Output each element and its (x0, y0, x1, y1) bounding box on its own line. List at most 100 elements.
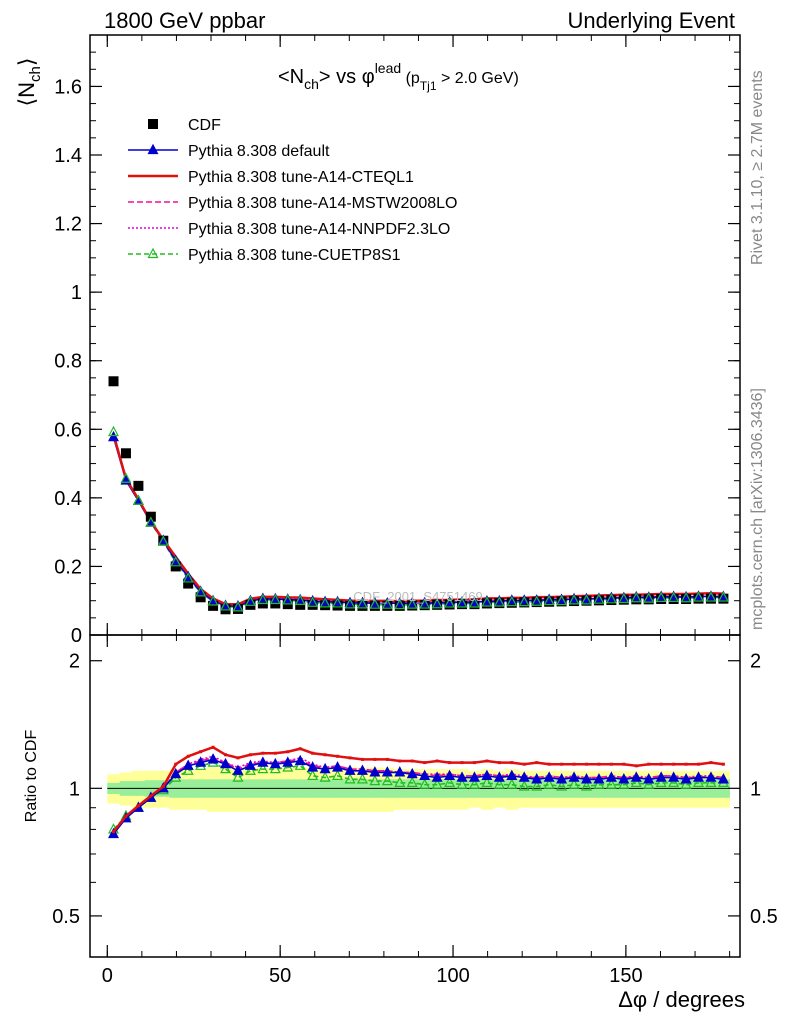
ratio-marker-0 (282, 756, 294, 767)
top-marker-4 (269, 593, 281, 605)
top-marker-4 (468, 597, 480, 608)
ratio-point-1 (286, 750, 290, 754)
top-ytick-label: 1.2 (54, 214, 82, 236)
ratio-marker-4 (593, 778, 605, 789)
ratio-marker-4 (680, 778, 692, 789)
top-marker-4 (444, 597, 456, 608)
ratio-point-1 (336, 754, 340, 758)
ratio-point-1 (721, 762, 725, 766)
ratio-marker-0 (468, 771, 480, 782)
top-marker-4 (232, 601, 244, 612)
top-ytick-label: 0.2 (54, 556, 82, 578)
top-marker-4 (145, 516, 157, 527)
ratio-marker-0 (344, 764, 356, 775)
top-marker-4 (120, 472, 132, 483)
ratio-point-1 (659, 762, 663, 766)
top-marker-4 (257, 593, 269, 605)
top-ytick-label: 1 (71, 282, 82, 304)
legend-label-5: Pythia 8.308 tune-CUETP8S1 (188, 247, 401, 264)
ratio-point-1 (672, 762, 676, 766)
ratio-point-1 (448, 761, 452, 765)
ratio-marker-4 (705, 776, 717, 787)
ratio-marker-0 (717, 773, 729, 784)
x-axis-label: Δφ / degrees (618, 987, 745, 1012)
top-marker-4 (543, 594, 555, 606)
ratio-series-lines (108, 745, 729, 839)
ratio-marker-4 (406, 776, 418, 787)
xtick-label: 100 (436, 965, 469, 987)
plot-title: <Nch> vs φlead (pTj1 > 2.0 GeV) (278, 60, 519, 93)
top-marker-4 (170, 556, 182, 567)
top-marker-4 (244, 595, 256, 606)
ratio-marker-0 (680, 773, 692, 784)
legend-label-4: Pythia 8.308 tune-A14-NNPDF2.3LO (188, 221, 450, 238)
top-marker-4 (394, 598, 406, 610)
ratio-point-1 (634, 764, 638, 768)
ratio-marker-0 (108, 827, 120, 839)
ratio-marker-0 (655, 771, 667, 782)
ratio-point-1 (124, 814, 128, 818)
ratio-marker-4 (182, 764, 194, 775)
top-marker-4 (568, 594, 580, 605)
ratio-point-1 (236, 756, 240, 760)
top-markers (108, 376, 729, 615)
ratio-marker-0 (431, 771, 443, 782)
ratio-point-1 (435, 759, 439, 763)
ratio-marker-4 (643, 778, 655, 789)
ratio-point-1 (472, 761, 476, 765)
ratio-marker-4 (220, 762, 232, 774)
ratio-marker-0 (543, 771, 555, 782)
ratio-marker-4 (655, 776, 667, 787)
ratio-marker-4 (605, 778, 617, 789)
ratio-marker-0 (307, 761, 319, 772)
ratio-point-1 (622, 762, 626, 766)
top-marker-4 (282, 594, 294, 605)
top-line-0 (112, 436, 724, 608)
top-marker-4 (307, 596, 319, 607)
svg-text:⟨Nch⟩: ⟨Nch⟩ (14, 58, 44, 107)
ratio-point-1 (609, 762, 613, 766)
ratio-point-1 (684, 762, 688, 766)
top-ytick-label: 0.4 (54, 488, 82, 510)
top-marker-4 (680, 591, 692, 603)
header-right: Underlying Event (567, 8, 735, 33)
top-series-lines (112, 431, 724, 609)
ratio-marker-0 (356, 764, 368, 775)
ratio-marker-0 (506, 769, 518, 780)
ratio-point-1 (224, 753, 228, 757)
ratio-point-1 (547, 762, 551, 766)
ratio-marker-4 (244, 764, 256, 775)
ratio-marker-0 (319, 762, 331, 774)
ratio-marker-0 (693, 771, 705, 782)
ratio-marker-0 (630, 771, 642, 782)
cdf-point (183, 578, 194, 589)
xtick-label: 150 (609, 965, 642, 987)
cdf-point (195, 592, 206, 603)
top-marker-4 (481, 596, 493, 607)
ratio-point-1 (584, 762, 588, 766)
ratio-marker-4 (307, 769, 319, 780)
top-marker-4 (195, 586, 207, 597)
ratio-marker-0 (369, 766, 381, 777)
ratio-point-1 (497, 761, 501, 765)
cdf-point (208, 600, 219, 611)
header-left: 1800 GeV ppbar (104, 8, 265, 33)
ratio-point-1 (348, 756, 352, 760)
top-marker-4 (344, 598, 356, 609)
top-marker-4 (381, 598, 393, 609)
cdf-point (108, 376, 119, 387)
ratio-marker-4 (232, 771, 244, 782)
ratio-marker-4 (356, 773, 368, 784)
ratio-point-1 (373, 757, 377, 761)
top-marker-4 (406, 598, 418, 609)
ratio-marker-4 (344, 773, 356, 784)
ratio-point-1 (398, 759, 402, 763)
top-marker-4 (717, 591, 729, 602)
ratio-marker-0 (195, 756, 207, 767)
ratio-point-1 (423, 761, 427, 765)
ratio-marker-4 (556, 780, 568, 791)
ratio-marker-0 (456, 771, 468, 782)
top-ytick-label: 1.6 (54, 76, 82, 98)
ratio-line-1 (112, 745, 724, 833)
